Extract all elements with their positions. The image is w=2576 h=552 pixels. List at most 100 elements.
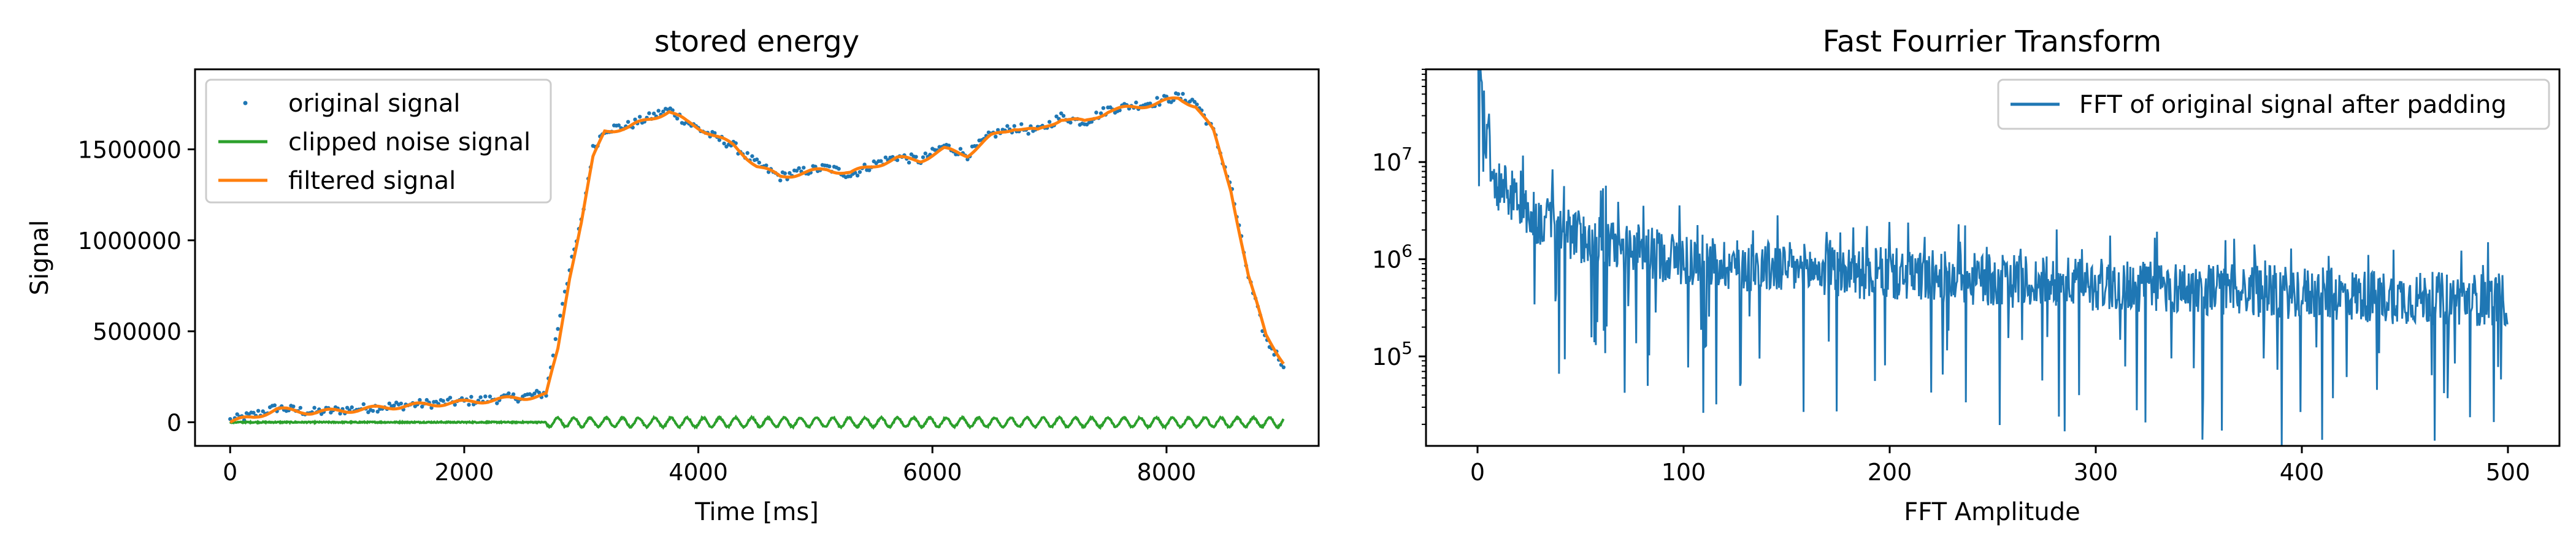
data-point [483, 394, 488, 399]
data-point [857, 170, 862, 174]
legend-item: original signal [243, 90, 461, 118]
data-point [757, 160, 762, 165]
data-point [995, 128, 1000, 132]
data-point [647, 111, 651, 115]
legend-box [205, 79, 552, 204]
data-point [441, 399, 445, 403]
x-axis-label: Time [ms] [694, 498, 819, 526]
series-group [1477, 69, 2509, 446]
data-point [1192, 99, 1197, 104]
legend-marker [243, 101, 248, 105]
x-tick-label: 100 [1662, 459, 1706, 486]
data-point [1098, 111, 1103, 115]
y-tick-label: 500000 [93, 318, 182, 345]
data-point [1195, 102, 1199, 107]
data-point [261, 409, 265, 413]
legend-label: filtered signal [288, 167, 456, 195]
data-point [921, 155, 926, 159]
x-tick-label: 200 [1868, 459, 1912, 486]
data-point [387, 401, 391, 405]
series-clipped-noise-signal [229, 414, 1285, 431]
data-point [783, 171, 788, 175]
x-tick-label: 6000 [903, 459, 962, 486]
data-point [532, 391, 537, 396]
y-tick-label: 0 [167, 409, 182, 436]
x-tick-label: 4000 [669, 459, 728, 486]
legend-label: clipped noise signal [288, 128, 531, 156]
data-point [1054, 114, 1059, 118]
data-point [722, 141, 726, 146]
axes-frame [194, 68, 1320, 447]
x-axis-label: FFT Amplitude [1904, 498, 2080, 526]
data-point [879, 159, 883, 163]
data-point [965, 157, 970, 161]
x-tick-label: 8000 [1137, 459, 1197, 486]
chart-title: stored energy [654, 25, 859, 59]
legend-item: FFT of original signal after padding [2011, 91, 2507, 119]
data-point [1019, 122, 1024, 126]
data-point [424, 397, 429, 402]
y-tick-label: 106 [1372, 241, 1413, 274]
data-point [312, 405, 316, 410]
fft-chart: Fast Fourrier Transform 0 100 200 300 400 500… [1372, 25, 2561, 526]
data-point [994, 134, 998, 139]
data-point [907, 160, 911, 165]
y-ticks: 105 106 107 [1372, 69, 1426, 425]
data-point [338, 412, 342, 416]
data-point [298, 405, 302, 410]
data-point [754, 157, 759, 162]
data-point [291, 404, 296, 408]
data-point [495, 401, 499, 405]
data-point [1005, 124, 1010, 128]
data-point [1094, 110, 1098, 115]
data-point [392, 404, 396, 408]
data-point [507, 391, 511, 396]
data-point [1155, 96, 1159, 100]
x-ticks: 0 100 200 300 400 500 [1470, 446, 2530, 486]
data-point [661, 109, 665, 113]
legend-label: original signal [288, 90, 461, 118]
x-tick-label: 0 [223, 459, 237, 486]
data-point [827, 164, 832, 169]
stored-energy-chart: stored energy 0 2000 4000 6000 8000 0 500000 1… [26, 25, 1320, 526]
data-point [1176, 92, 1181, 96]
data-point [1012, 124, 1017, 128]
data-point [1047, 120, 1052, 124]
data-point [256, 408, 261, 413]
data-point [638, 115, 642, 119]
data-point [788, 171, 792, 175]
data-point [633, 117, 637, 121]
data-point [745, 151, 749, 155]
data-point [1026, 131, 1030, 136]
x-ticks: 0 2000 4000 6000 8000 [223, 446, 1196, 486]
data-point [375, 410, 380, 414]
x-tick-label: 300 [2074, 459, 2118, 486]
legend-item: clipped noise signal [218, 128, 531, 156]
data-point [345, 405, 350, 410]
series-fft [1477, 69, 2509, 446]
legend-box [1997, 79, 2550, 130]
series-group [228, 91, 1286, 431]
y-ticks: 0 500000 1000000 1500000 [78, 137, 195, 436]
y-tick-label: 105 [1372, 338, 1413, 370]
data-point [1281, 365, 1286, 369]
data-point [616, 123, 621, 128]
data-point [778, 178, 783, 183]
data-point [837, 167, 841, 171]
data-point [797, 166, 801, 171]
data-point [794, 169, 799, 173]
data-point [802, 166, 806, 170]
legend-label: FFT of original signal after padding [2079, 91, 2507, 119]
data-point [488, 394, 493, 399]
data-point [361, 402, 366, 407]
data-point [272, 403, 277, 407]
axes-frame [1425, 68, 2561, 447]
data-point [958, 147, 963, 151]
y-tick-label: 107 [1372, 144, 1413, 176]
data-point [750, 154, 754, 158]
y-tick-label: 1500000 [78, 137, 182, 164]
data-point [651, 111, 656, 116]
x-tick-label: 2000 [435, 459, 494, 486]
legend: original signal clipped noise signal filte… [205, 79, 552, 204]
